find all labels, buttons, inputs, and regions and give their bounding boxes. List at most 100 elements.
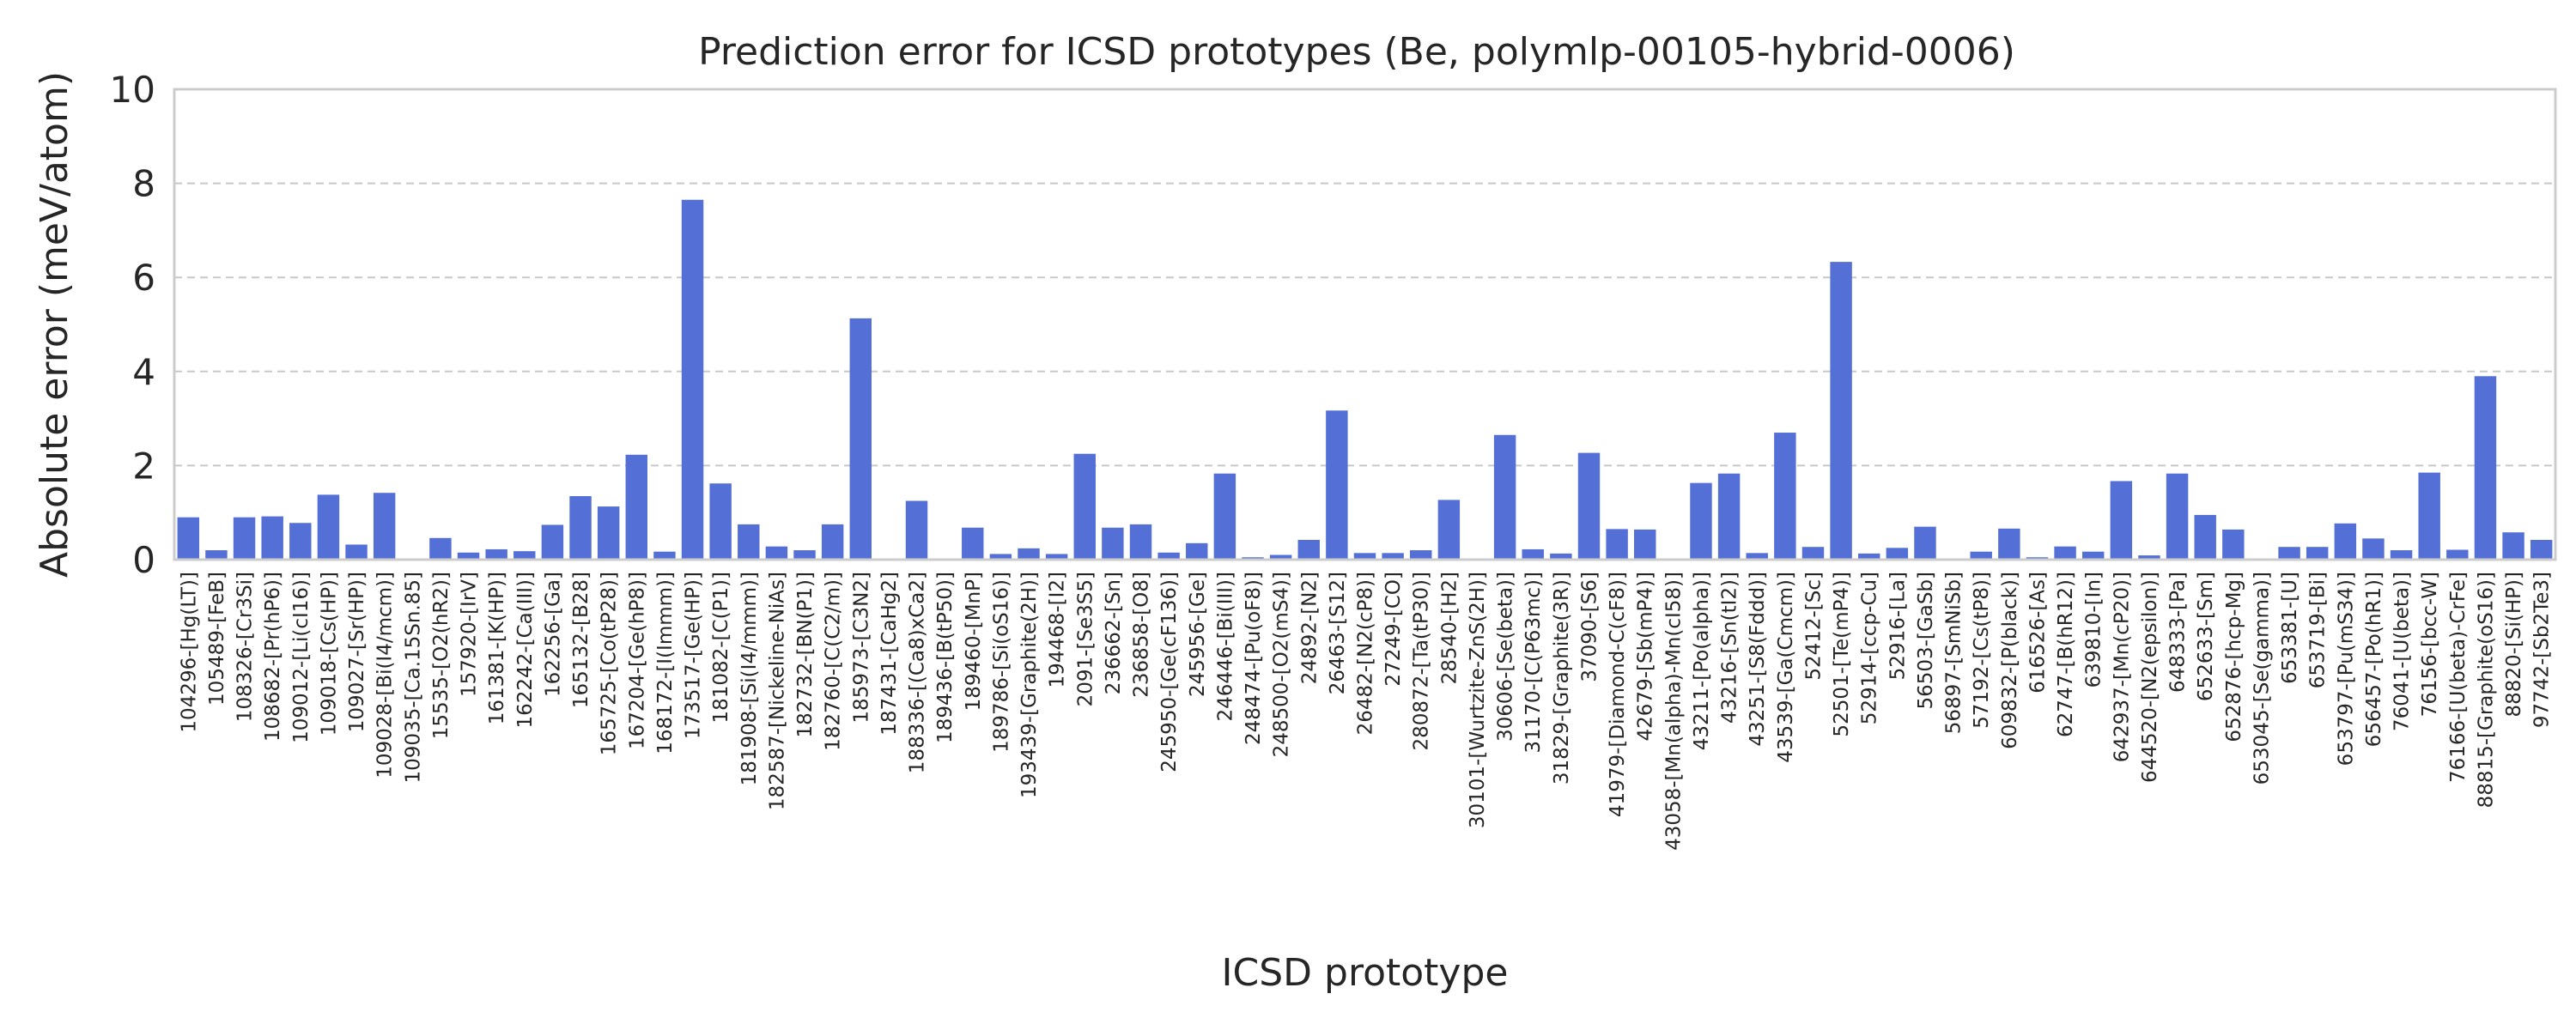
- bar: [2362, 538, 2385, 560]
- x-tick-label: 653381-[U]: [2279, 572, 2301, 684]
- bar: [1353, 553, 1376, 560]
- x-tick-label: 15535-[O2(hR2)]: [430, 572, 453, 739]
- x-tick-label: 37090-[S6]: [1578, 572, 1601, 682]
- x-tick-label: 653719-[Bi]: [2307, 572, 2330, 688]
- x-tick-label: 62747-[B(hR12)]: [2055, 572, 2077, 737]
- x-tick-label: 76156-[bcc-W]: [2419, 572, 2441, 717]
- x-tick-label: 161381-[K(HP)]: [486, 572, 508, 724]
- bar: [1410, 550, 1432, 560]
- x-tick-label: 104296-[Hg(LT)]: [178, 572, 200, 733]
- x-tick-label: 76041-[U(beta)]: [2391, 572, 2414, 731]
- bar: [1437, 500, 1461, 560]
- bar: [373, 493, 396, 560]
- x-tick-label: 162242-[Ca(III)]: [514, 572, 537, 729]
- x-tick-label: 109012-[Li(cI16)]: [290, 572, 313, 743]
- x-tick-label: 76166-[U(beta)-CrFe]: [2447, 572, 2470, 783]
- x-tick-label: 181908-[Si(I4/mmm)]: [738, 572, 761, 785]
- bar: [541, 524, 564, 560]
- x-tick-label: 168172-[I(Immm)]: [654, 572, 677, 754]
- x-tick-label: 165725-[Co(tP28)]: [598, 572, 621, 755]
- x-tick-label: 109027-[Sr(HP)]: [346, 572, 368, 732]
- bar: [485, 548, 507, 560]
- x-tick-label: 41979-[Diamond-C(cF8)]: [1607, 572, 1629, 817]
- bar: [2278, 547, 2300, 560]
- x-tick-label: 42679-[Sb(mP4)]: [1635, 572, 1657, 741]
- bar: [2474, 376, 2497, 560]
- plot-frame: [173, 88, 2557, 561]
- x-tick-label: 88815-[Graphite(oS16)]: [2475, 572, 2497, 808]
- x-tick-label: 245956-[Ge]: [1187, 572, 1209, 697]
- bar: [1522, 548, 1544, 560]
- x-tick-label: 108326-[Cr3Si]: [234, 572, 257, 722]
- bar: [1102, 527, 1124, 560]
- bar: [1297, 539, 1320, 560]
- bar: [905, 500, 928, 560]
- x-tick-label: 245950-[Ge(cF136)]: [1158, 572, 1181, 772]
- bar: [1382, 553, 1404, 560]
- x-axis-label: ICSD prototype: [1222, 951, 1509, 995]
- y-tick-label: 2: [132, 445, 155, 487]
- x-tick-label: 189436-[B(tP50)]: [934, 572, 957, 743]
- bar: [1326, 410, 1348, 560]
- x-tick-label: 236858-[O8]: [1131, 572, 1153, 698]
- x-tick-label: 157920-[IrV]: [459, 572, 481, 697]
- bar: [989, 554, 1012, 560]
- x-tick-label: 108682-[Pr(hP6)]: [262, 572, 284, 742]
- x-tick-label: 43251-[S8(Fddd)]: [1747, 572, 1769, 747]
- bar: [205, 550, 228, 560]
- x-tick-label: 57192-[Cs(tP8)]: [1971, 572, 1993, 729]
- y-tick-label: 6: [132, 257, 155, 299]
- x-tick-label: 56897-[SmNiSb]: [1943, 572, 1965, 734]
- x-tick-label: 185973-[C3N2]: [850, 572, 872, 724]
- bar: [2530, 539, 2553, 560]
- x-tick-label: 26463-[S12]: [1327, 572, 1349, 694]
- x-tick-label: 52501-[Te(mP4)]: [1831, 572, 1853, 737]
- x-tick-label: 28540-[H2]: [1438, 572, 1461, 684]
- x-tick-label: 165132-[B28]: [570, 572, 592, 708]
- y-axis-label: Absolute error (meV/atom): [33, 71, 76, 578]
- x-tick-label: 653797-[Pu(mS34)]: [2335, 572, 2357, 766]
- x-tick-label: 246446-[Bi(III)]: [1214, 572, 1236, 722]
- bar: [1914, 526, 1936, 560]
- bar: [1998, 528, 2020, 560]
- bar: [1550, 553, 1572, 560]
- x-tick-label: 644520-[N2(epsilon)]: [2139, 572, 2161, 783]
- bar: [2081, 551, 2105, 560]
- bar: [317, 494, 340, 560]
- x-tick-labels: 104296-[Hg(LT)] 105489-[FeB] 108326-[Cr3Si…: [178, 572, 2553, 851]
- y-tick-label: 8: [132, 163, 155, 205]
- x-tick-label: 236662-[Sn]: [1103, 572, 1125, 694]
- bars: [177, 199, 2553, 560]
- bar: [849, 318, 872, 560]
- x-tick-label: 182760-[C(C2/m)]: [823, 572, 845, 751]
- bar: [821, 524, 844, 560]
- bar: [1186, 542, 1208, 560]
- x-tick-label: 97742-[Sb2Te3]: [2531, 572, 2554, 728]
- bar: [2166, 473, 2189, 560]
- bar: [2306, 547, 2329, 560]
- bar: [1886, 548, 1909, 560]
- bar: [2194, 514, 2216, 560]
- bar: [2138, 555, 2160, 560]
- bar: [1690, 482, 1712, 560]
- bar: [233, 517, 256, 560]
- bar: [1717, 473, 1741, 560]
- x-tick-label: 52914-[ccp-Cu]: [1859, 572, 1881, 724]
- x-tick-label: 194468-[I2]: [1047, 572, 1069, 688]
- x-tick-label: 248474-[Pu(oF8)]: [1242, 572, 1265, 745]
- bar: [457, 552, 480, 560]
- y-tick-label: 0: [132, 539, 155, 581]
- x-tick-label: 642937-[Mn(cP20)]: [2111, 572, 2133, 762]
- x-tick-label: 189786-[Si(oS16)]: [990, 572, 1012, 753]
- bar: [261, 516, 283, 560]
- x-tick-label: 648333-[Pa]: [2167, 572, 2190, 693]
- bar: [2110, 481, 2133, 560]
- chart-title: Prediction error for ICSD prototypes (Be…: [698, 30, 2015, 74]
- x-tick-label: 652633-[Sm]: [2195, 572, 2217, 701]
- x-tick-label: 43216-[Sn(tI2)]: [1719, 572, 1741, 724]
- x-tick-label: 2091-[Se3S5]: [1074, 572, 1097, 706]
- x-tick-label: 30606-[Se(beta)]: [1495, 572, 1517, 742]
- bar: [1746, 553, 1768, 560]
- x-tick-label: 181082-[C(P1)]: [710, 572, 732, 724]
- bar: [1634, 529, 1656, 560]
